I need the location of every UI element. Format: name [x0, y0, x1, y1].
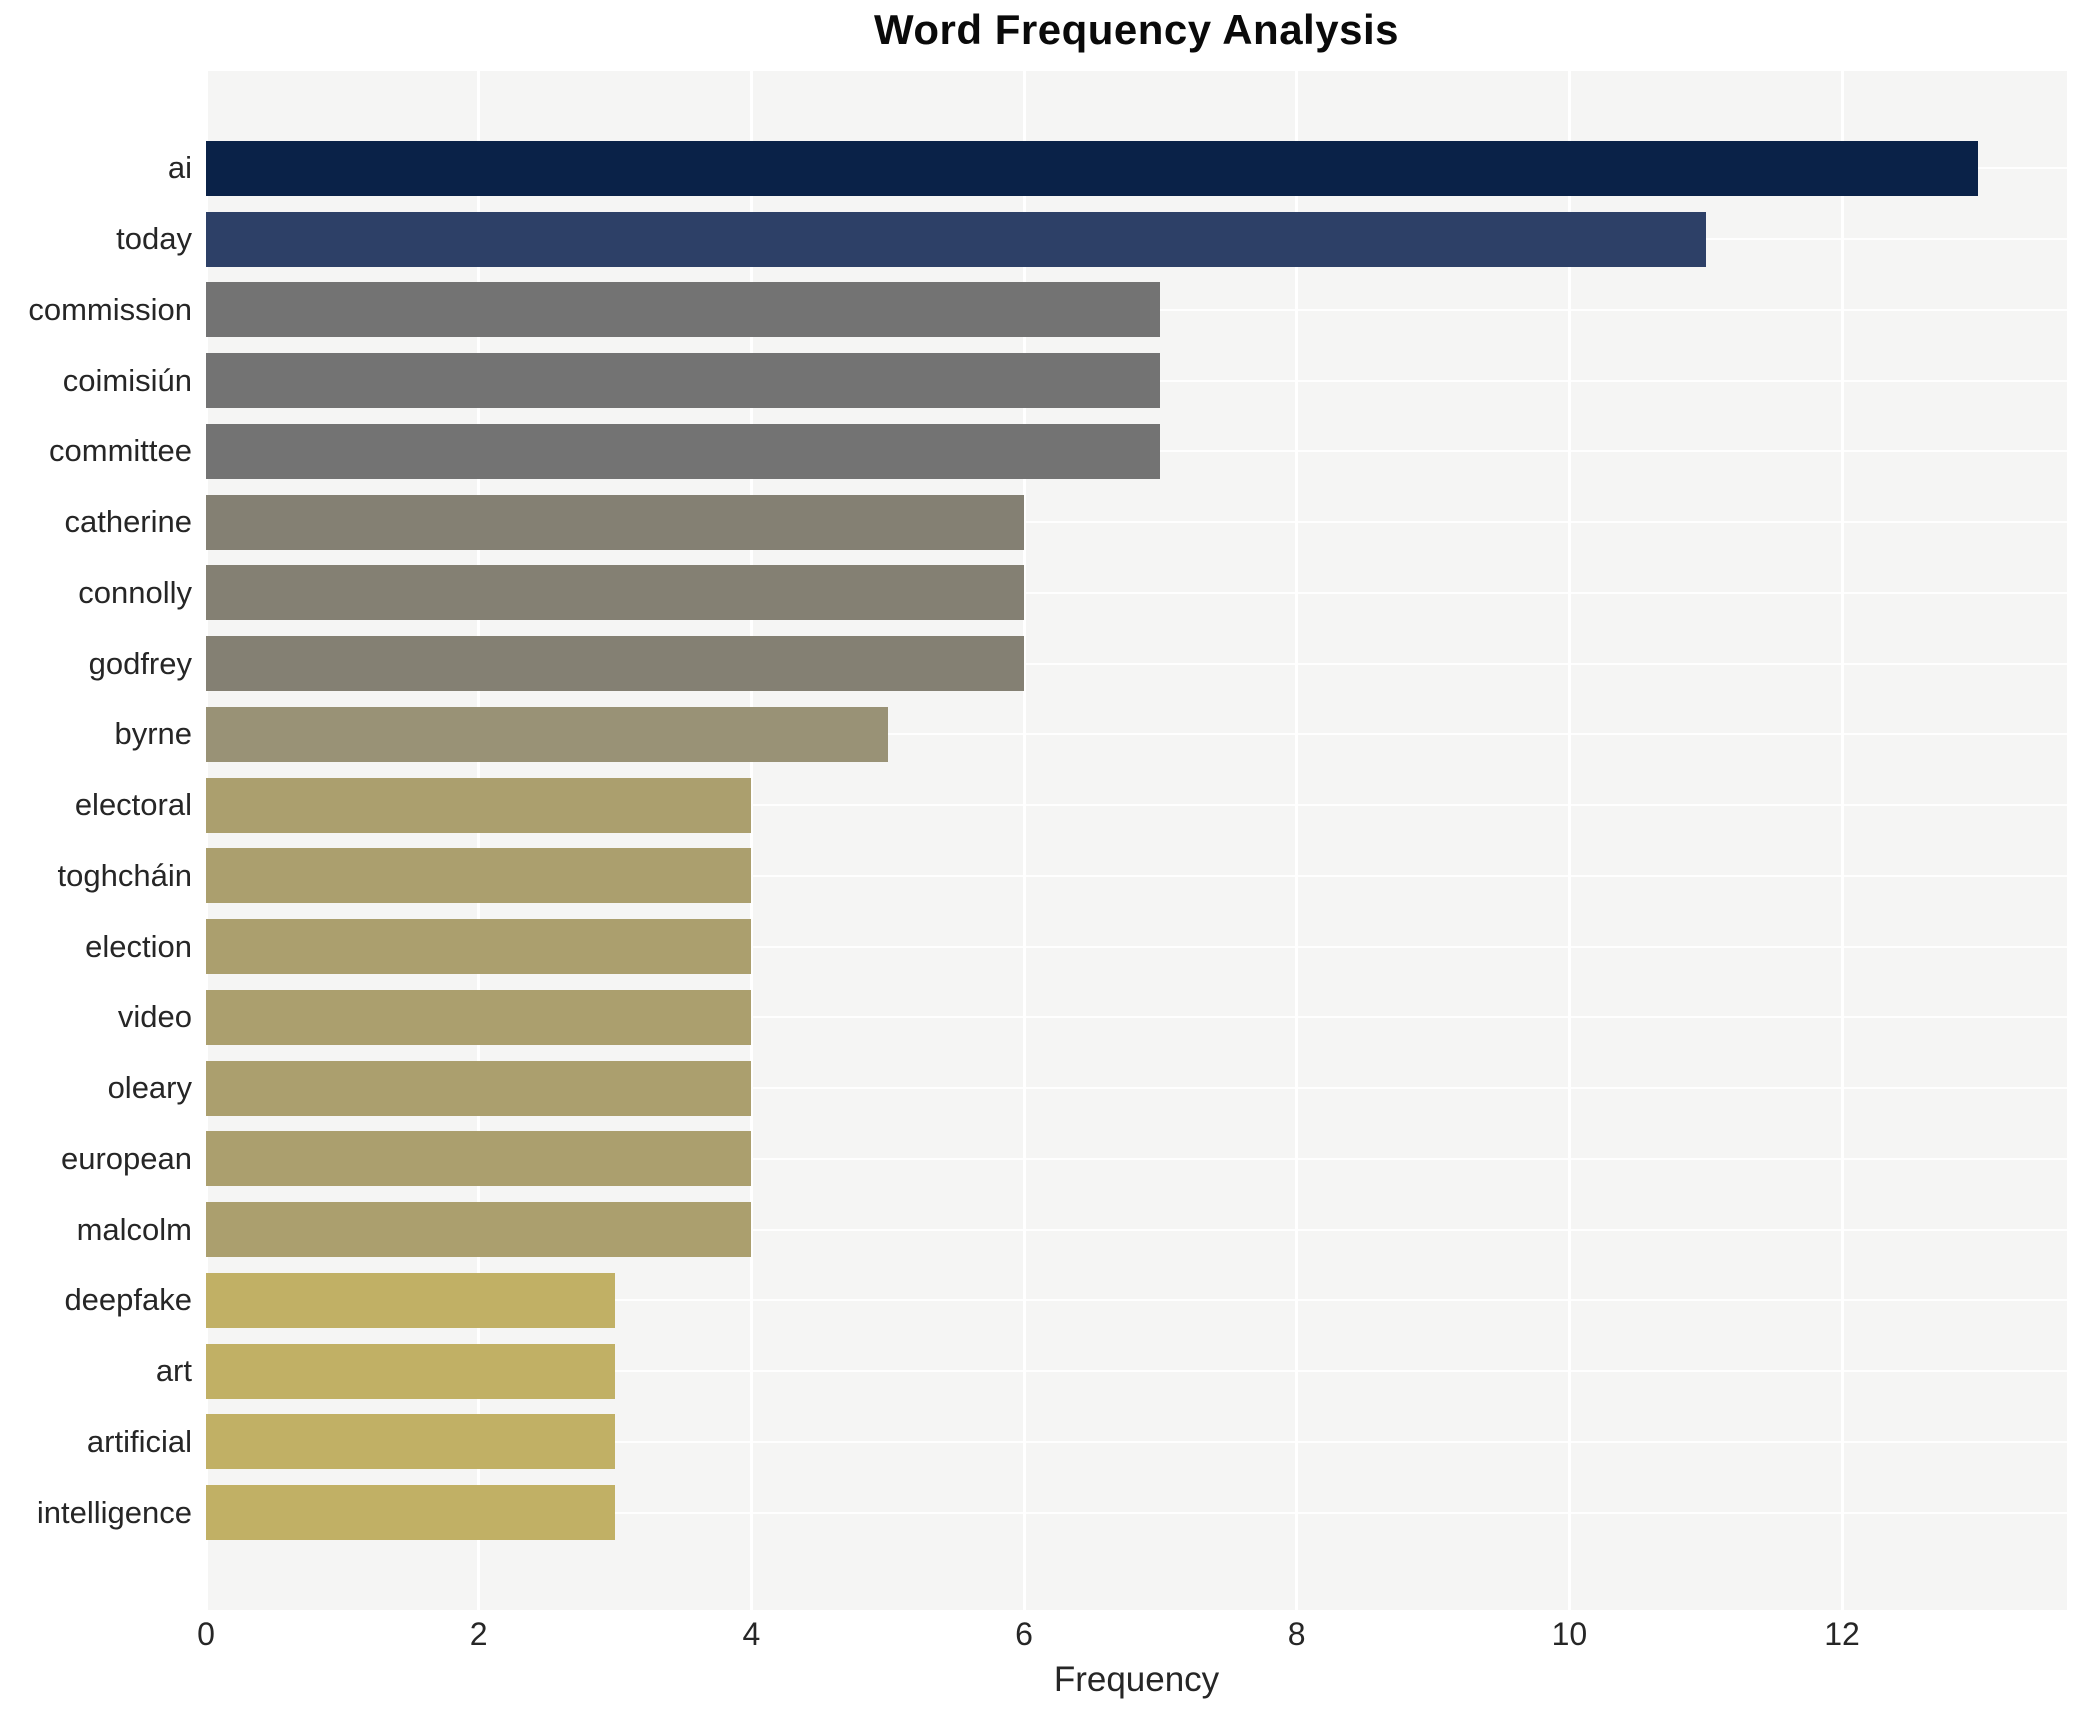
gridline-x-2: [477, 71, 481, 1610]
gridline-y-oleary: [206, 1087, 2067, 1090]
y-label-election: election: [85, 928, 192, 964]
y-label-committee: committee: [49, 433, 192, 469]
y-label-catherine: catherine: [64, 504, 192, 540]
y-label-electoral: electoral: [74, 787, 192, 823]
y-label-malcolm: malcolm: [76, 1211, 192, 1247]
y-label-artificial: artificial: [86, 1423, 192, 1459]
gridline-y-artificial: [206, 1440, 2067, 1443]
gridline-y-art: [206, 1370, 2067, 1373]
gridline-y-intelligence: [206, 1511, 2067, 1514]
x-label-4: 4: [742, 1616, 761, 1652]
bar-artificial: [206, 1414, 615, 1470]
bar-deepfake: [206, 1272, 615, 1328]
bar-ai: [206, 140, 1979, 196]
gridline-y-malcolm: [206, 1228, 2067, 1231]
bar-godfrey: [206, 636, 1025, 692]
gridline-x-6: [1022, 71, 1026, 1610]
y-label-video: video: [117, 999, 192, 1035]
gridline-y-godfrey: [206, 662, 2067, 665]
y-label-art: art: [155, 1353, 192, 1389]
y-label-today: today: [116, 221, 192, 257]
bar-connolly: [206, 565, 1025, 621]
y-label-european: european: [60, 1140, 192, 1176]
bar-today: [206, 211, 1706, 267]
x-label-0: 0: [197, 1616, 215, 1652]
y-label-commission: commission: [28, 291, 192, 327]
x-label-10: 10: [1551, 1616, 1588, 1652]
gridline-y-toghcháin: [206, 874, 2067, 877]
gridline-y-connolly: [206, 591, 2067, 594]
bar-committee: [206, 423, 1161, 479]
chart-title: Word Frequency Analysis: [874, 6, 1399, 53]
y-label-deepfake: deepfake: [64, 1282, 192, 1318]
y-label-intelligence: intelligence: [36, 1494, 192, 1530]
bar-oleary: [206, 1060, 752, 1116]
gridline-y-byrne: [206, 733, 2067, 736]
gridline-y-european: [206, 1157, 2067, 1160]
plot-area: [206, 71, 2067, 1610]
gridline-y-election: [206, 945, 2067, 948]
gridline-x-12: [1840, 71, 1844, 1610]
x-label-12: 12: [1824, 1616, 1860, 1652]
y-label-godfrey: godfrey: [88, 645, 192, 681]
y-label-byrne: byrne: [114, 716, 192, 752]
gridline-y-video: [206, 1016, 2067, 1019]
bar-catherine: [206, 494, 1025, 550]
bar-electoral: [206, 777, 752, 833]
bar-toghcháin: [206, 848, 752, 904]
x-axis-title: Frequency: [1053, 1660, 1220, 1699]
bar-european: [206, 1131, 752, 1187]
gridline-y-catherine: [206, 521, 2067, 524]
gridline-y-deepfake: [206, 1299, 2067, 1302]
x-label-6: 6: [1015, 1616, 1033, 1652]
y-label-connolly: connolly: [78, 574, 192, 610]
x-label-8: 8: [1287, 1616, 1306, 1652]
y-label-oleary: oleary: [107, 1070, 192, 1106]
bar-video: [206, 989, 752, 1045]
bar-election: [206, 919, 752, 975]
y-label-toghcháin: toghcháin: [57, 857, 192, 893]
bar-malcolm: [206, 1202, 752, 1258]
gridline-x-0: [206, 71, 208, 1610]
bar-byrne: [206, 706, 888, 762]
gridline-x-8: [1295, 71, 1299, 1610]
y-label-ai: ai: [167, 150, 192, 186]
gridline-x-4: [749, 71, 753, 1610]
bar-art: [206, 1343, 615, 1399]
bar-intelligence: [206, 1485, 615, 1541]
bar-coimisiún: [206, 353, 1161, 409]
bar-commission: [206, 282, 1161, 338]
y-label-coimisiún: coimisiún: [62, 362, 192, 398]
x-label-2: 2: [469, 1616, 488, 1652]
gridline-x-10: [1567, 71, 1571, 1610]
gridline-y-electoral: [206, 804, 2067, 807]
